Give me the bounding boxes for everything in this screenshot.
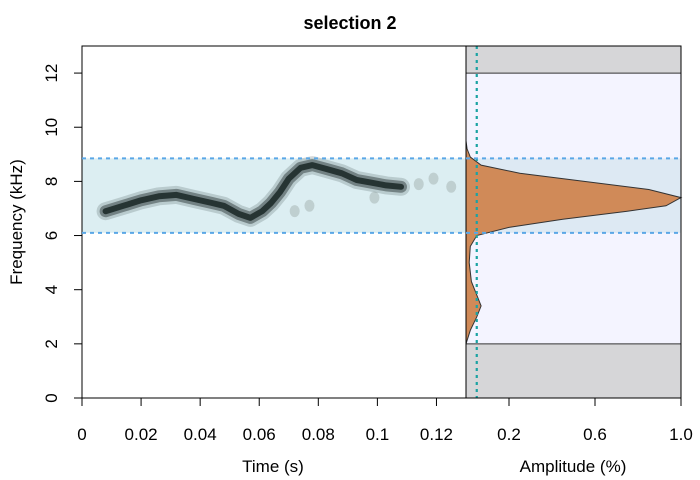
faint-mark (289, 205, 300, 218)
y-tick-label: 0 (42, 393, 61, 402)
chart-title: selection 2 (303, 13, 396, 33)
x-axis-label-time: Time (s) (242, 457, 304, 476)
y-axis-label-frequency: Frequency (kHz) (7, 159, 26, 285)
amplitude-x-tick-label: 1.0 (669, 425, 693, 444)
amplitude-frame (465, 45, 682, 399)
y-tick-label: 12 (42, 64, 61, 83)
faint-mark (446, 180, 457, 193)
amplitude-panel: 0.2 0.6 1.0 (465, 45, 693, 444)
faint-mark (413, 178, 424, 191)
faint-mark (428, 172, 439, 185)
amplitude-x-tick-label: 0.6 (583, 425, 607, 444)
x-tick-label: 0.1 (366, 425, 390, 444)
x-tick-label: 0 (77, 425, 86, 444)
y-tick-label: 8 (42, 177, 61, 186)
y-tick-label: 4 (42, 285, 61, 294)
signal-trace-core (102, 162, 404, 221)
x-axis-label-amplitude: Amplitude (%) (520, 457, 627, 476)
amplitude-spectrum-area (465, 140, 683, 344)
x-tick-label: 0.12 (420, 425, 453, 444)
x-tick-label: 0.02 (125, 425, 158, 444)
faint-mark (369, 191, 380, 204)
x-tick-label: 0.06 (243, 425, 276, 444)
spectrogram-panel: 0 2 4 6 8 10 12 0 0.02 0.04 0.06 0.08 0.1 0.12 (42, 45, 467, 444)
x-tick-label: 0.04 (184, 425, 217, 444)
y-tick-label: 6 (42, 231, 61, 240)
faint-mark (304, 199, 315, 212)
amplitude-x-tick-label: 0.2 (497, 425, 521, 444)
y-tick-label: 10 (42, 118, 61, 137)
y-tick-label: 2 (42, 339, 61, 348)
x-tick-label: 0.08 (302, 425, 335, 444)
